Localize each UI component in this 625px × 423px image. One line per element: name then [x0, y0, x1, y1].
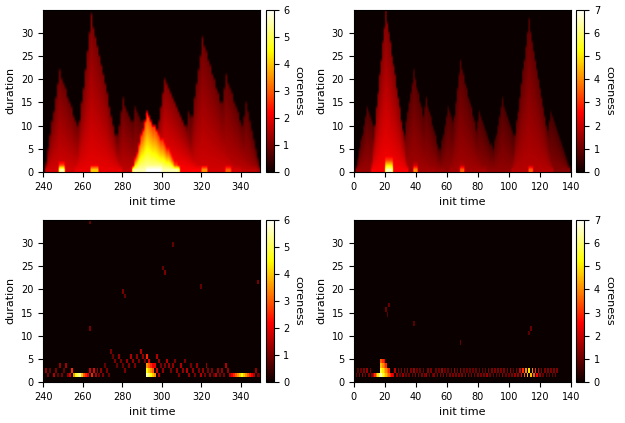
- X-axis label: init time: init time: [129, 198, 175, 207]
- Y-axis label: duration: duration: [6, 277, 16, 324]
- Y-axis label: duration: duration: [6, 67, 16, 114]
- Y-axis label: coreness: coreness: [604, 276, 614, 326]
- X-axis label: init time: init time: [129, 407, 175, 418]
- Y-axis label: coreness: coreness: [294, 66, 304, 115]
- X-axis label: init time: init time: [439, 198, 486, 207]
- Y-axis label: duration: duration: [316, 277, 326, 324]
- Y-axis label: coreness: coreness: [604, 66, 614, 115]
- X-axis label: init time: init time: [439, 407, 486, 418]
- Y-axis label: coreness: coreness: [294, 276, 304, 326]
- Y-axis label: duration: duration: [316, 67, 326, 114]
